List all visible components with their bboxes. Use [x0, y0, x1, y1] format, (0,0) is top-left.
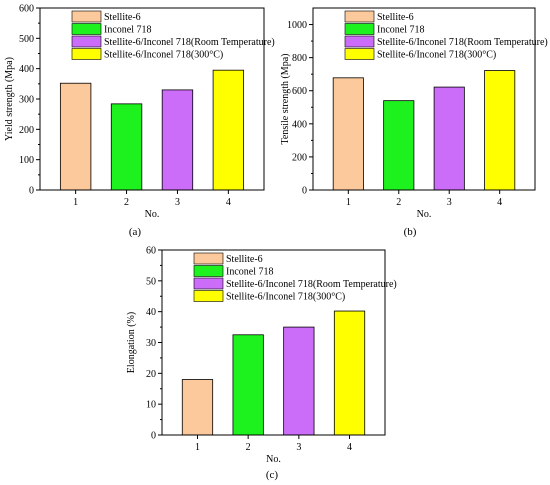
y-axis-label: Elongation (%)	[126, 312, 137, 373]
chart-panel-3: 0 10 20 30 40 50 60 1 2 3 4 No. Elongation (%) Stelli…	[126, 246, 397, 482]
bar-2-1	[332, 77, 364, 191]
x-tick-label: 4	[497, 197, 502, 208]
bar-2-3	[433, 86, 465, 191]
legend-swatch	[193, 277, 224, 290]
legend-swatch	[193, 265, 224, 277]
x-tick-label: 4	[226, 197, 231, 208]
bar-1-4	[212, 69, 245, 191]
y-tick-label: 200	[19, 125, 34, 136]
y-tick-label: 50	[146, 276, 156, 287]
bar-2-4	[484, 70, 516, 191]
x-tick-label: 1	[195, 442, 200, 453]
y-tick-label: 400	[292, 119, 307, 130]
legend-swatch	[71, 48, 102, 60]
legend-entry: Stellite-6/Inconel 718(Room Temperature)	[377, 37, 548, 48]
y-tick-label: 60	[146, 246, 156, 257]
legend-swatch	[193, 252, 224, 265]
y-tick-label: 800	[292, 53, 307, 64]
x-tick-label: 4	[347, 442, 352, 453]
panel-label: (a)	[129, 226, 142, 238]
y-tick-label: 400	[19, 64, 34, 75]
chart-panel-1: 0 100 200 300 400 500 600 1 2 3 4 No. Yield strength…	[4, 4, 275, 239]
legend-swatch	[193, 290, 224, 302]
x-axis-label: No.	[145, 209, 160, 220]
y-tick-label: 1000	[287, 20, 307, 31]
x-axis-label: No.	[417, 209, 432, 220]
y-tick-label: 200	[292, 152, 307, 163]
bar-3-4	[333, 310, 366, 436]
bar-3-1	[181, 379, 214, 436]
y-tick-label: 20	[146, 369, 156, 380]
legend-entry: Inconel 718	[104, 25, 152, 36]
chart-panel-2: 0 200 400 600 800 1000 1 2 3 4 No. Tensile strength…	[280, 7, 548, 238]
bar-3-2	[232, 334, 264, 436]
legend-swatch	[71, 35, 102, 48]
x-tick-label: 1	[346, 197, 351, 208]
x-tick-label: 1	[73, 197, 78, 208]
legend-entry: Stellite-6/Inconel 718(300°C)	[226, 292, 345, 303]
legend-entry: Stellite-6	[226, 254, 263, 265]
legend-swatch	[344, 10, 375, 23]
bar-1-1	[59, 82, 92, 191]
y-tick-label: 40	[146, 307, 156, 318]
legend-entry: Stellite-6/Inconel 718(300°C)	[377, 50, 496, 61]
legend-entry: Stellite-6	[377, 12, 414, 23]
y-tick-label: 0	[151, 431, 156, 442]
bar-1-3	[161, 89, 194, 191]
y-tick-label: 100	[19, 155, 34, 166]
legend-swatch	[71, 10, 102, 23]
panel-label: (c)	[266, 469, 279, 481]
x-tick-label: 2	[246, 442, 251, 453]
legend-entry: Inconel 718	[226, 267, 274, 278]
panel-label: (b)	[404, 226, 417, 238]
plot-frame	[312, 7, 536, 191]
y-axis-label: Yield strength (Mpa)	[4, 57, 15, 141]
legend-entry: Stellite-6/Inconel 718(300°C)	[104, 50, 223, 61]
bar-3-3	[283, 326, 315, 436]
bar-1-2	[110, 103, 143, 191]
y-tick-label: 0	[302, 186, 307, 197]
x-tick-label: 2	[396, 197, 401, 208]
legend-swatch	[344, 48, 375, 60]
y-tick-label: 0	[29, 186, 34, 197]
legend-swatch	[344, 35, 375, 48]
x-axis-label: No.	[266, 454, 281, 465]
legend-entry: Inconel 718	[377, 25, 425, 36]
y-axis-label: Tensile strength (Mpa)	[280, 54, 291, 145]
y-tick-label: 300	[19, 95, 34, 106]
legend-entry: Stellite-6/Inconel 718(Room Temperature)	[104, 37, 275, 48]
y-tick-label: 600	[292, 86, 307, 97]
y-tick-label: 10	[146, 400, 156, 411]
y-tick-label: 500	[19, 34, 34, 45]
legend-swatch	[71, 23, 102, 35]
x-tick-label: 3	[296, 442, 301, 453]
x-tick-label: 3	[175, 197, 180, 208]
legend-entry: Stellite-6/Inconel 718(Room Temperature)	[226, 279, 397, 290]
legend-entry: Stellite-6	[104, 12, 141, 23]
y-tick-label: 30	[146, 338, 156, 349]
bar-2-2	[383, 100, 415, 191]
y-tick-label: 600	[19, 4, 34, 15]
legend-swatch	[344, 23, 375, 35]
x-tick-label: 3	[447, 197, 452, 208]
x-tick-label: 2	[124, 197, 129, 208]
